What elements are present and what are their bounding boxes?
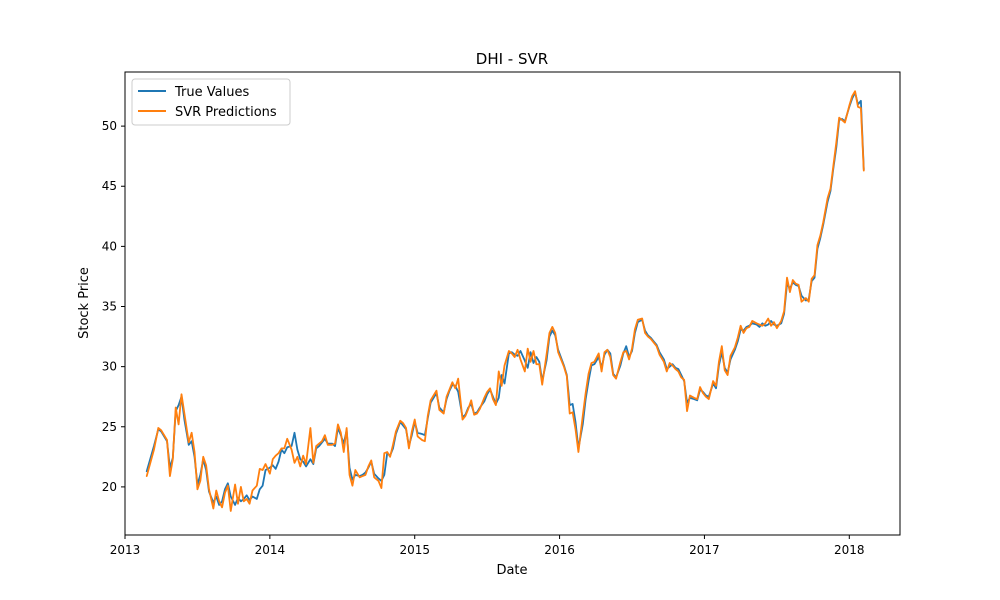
x-tick-label: 2014 [255,543,286,557]
legend: True Values SVR Predictions [131,78,291,126]
x-tick-label: 2013 [110,543,141,557]
chart-title: DHI - SVR [476,50,548,68]
y-tick-label: 35 [102,300,117,314]
legend-box [131,78,291,126]
y-axis: 20 25 30 35 40 45 50 [102,119,125,494]
x-tick-label: 2015 [399,543,430,557]
y-axis-label: Stock Price [77,267,92,339]
y-tick-label: 45 [102,179,117,193]
y-tick-label: 40 [102,239,117,253]
y-tick-label: 30 [102,360,117,374]
y-tick-label: 25 [102,420,117,434]
legend-label-true-values: True Values [174,85,249,100]
plot-area [124,71,901,536]
y-tick-label: 50 [102,119,117,133]
x-tick-label: 2018 [834,543,865,557]
series-layer [145,90,865,512]
x-axis: 2013 2014 2015 2016 2017 2018 [110,535,865,557]
x-tick-label: 2017 [689,543,720,557]
axes-frame [124,71,901,536]
series-line-svr-predictions [145,90,865,512]
y-tick-label: 20 [102,480,117,494]
legend-label-svr-predictions: SVR Predictions [175,105,277,120]
x-tick-label: 2016 [544,543,575,557]
x-axis-label: Date [496,563,527,578]
